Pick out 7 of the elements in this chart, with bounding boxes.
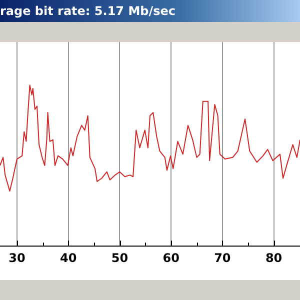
x-tick-label: 70 xyxy=(214,250,231,265)
chart-title: rage bit rate: 5.17 Mb/sec xyxy=(0,0,300,22)
x-tick-label: 30 xyxy=(8,250,26,265)
x-tick-label: 40 xyxy=(60,250,77,265)
x-tick-label: 50 xyxy=(111,250,128,265)
x-tick-label: 80 xyxy=(265,250,282,265)
x-tick-label: 60 xyxy=(162,250,180,265)
